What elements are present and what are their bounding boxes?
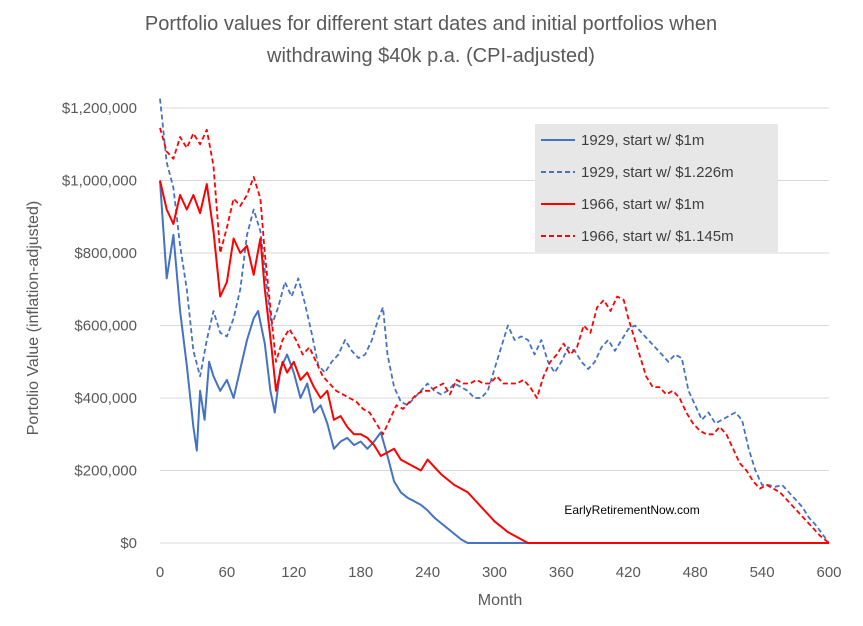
y-tick-label: $1,000,000 (62, 173, 137, 190)
x-tick-label: 0 (156, 564, 164, 581)
y-tick-label: $200,000 (74, 463, 137, 480)
chart-title-line-2: withdrawing $40k p.a. (CPI-adjusted) (266, 45, 595, 67)
x-axis-tick-labels: 0 60 120 180 240 300 360 420 480 540 600 (156, 564, 842, 581)
series-lines (159, 98, 830, 544)
legend-items: 1929, start w/ $1m 1929, start w/ $1.226m… (541, 132, 734, 245)
legend: 1929, start w/ $1m 1929, start w/ $1.226m… (535, 124, 778, 252)
x-tick-label: 420 (616, 564, 641, 581)
series-line-1966-start-w-1m (159, 180, 829, 544)
series-line-1929-start-w-1m (159, 180, 829, 544)
chart-title-line-1: Portfolio values for different start dat… (145, 13, 717, 35)
y-tick-label: $1,200,000 (62, 100, 137, 117)
x-tick-label: 60 (219, 564, 236, 581)
x-tick-label: 240 (415, 564, 440, 581)
watermark-text: EarlyRetirementNow.com (564, 503, 699, 517)
legend-label: 1966, start w/ $1.145m (581, 228, 734, 245)
y-tick-label: $600,000 (74, 318, 137, 335)
y-tick-label: $800,000 (74, 245, 137, 262)
y-axis-tick-labels: $0 $200,000 $400,000 $600,000 $800,000 $1,000… (62, 100, 137, 552)
legend-label: 1929, start w/ $1m (581, 132, 704, 149)
x-tick-label: 180 (348, 564, 373, 581)
x-tick-label: 480 (683, 564, 708, 581)
legend-label: 1966, start w/ $1m (581, 196, 704, 213)
x-axis-label: Month (478, 592, 522, 609)
legend-label: 1929, start w/ $1.226m (581, 164, 734, 181)
legend-box (535, 124, 778, 252)
x-tick-label: 360 (549, 564, 574, 581)
y-tick-label: $0 (120, 535, 137, 552)
x-tick-label: 300 (482, 564, 507, 581)
series-line-1966-start-w-1-145m (159, 127, 830, 544)
x-tick-label: 540 (750, 564, 775, 581)
x-tick-label: 600 (816, 564, 841, 581)
y-axis-label: Portolio Value (inflation-adjusted) (25, 201, 42, 436)
y-tick-label: $400,000 (74, 390, 137, 407)
x-tick-label: 120 (281, 564, 306, 581)
